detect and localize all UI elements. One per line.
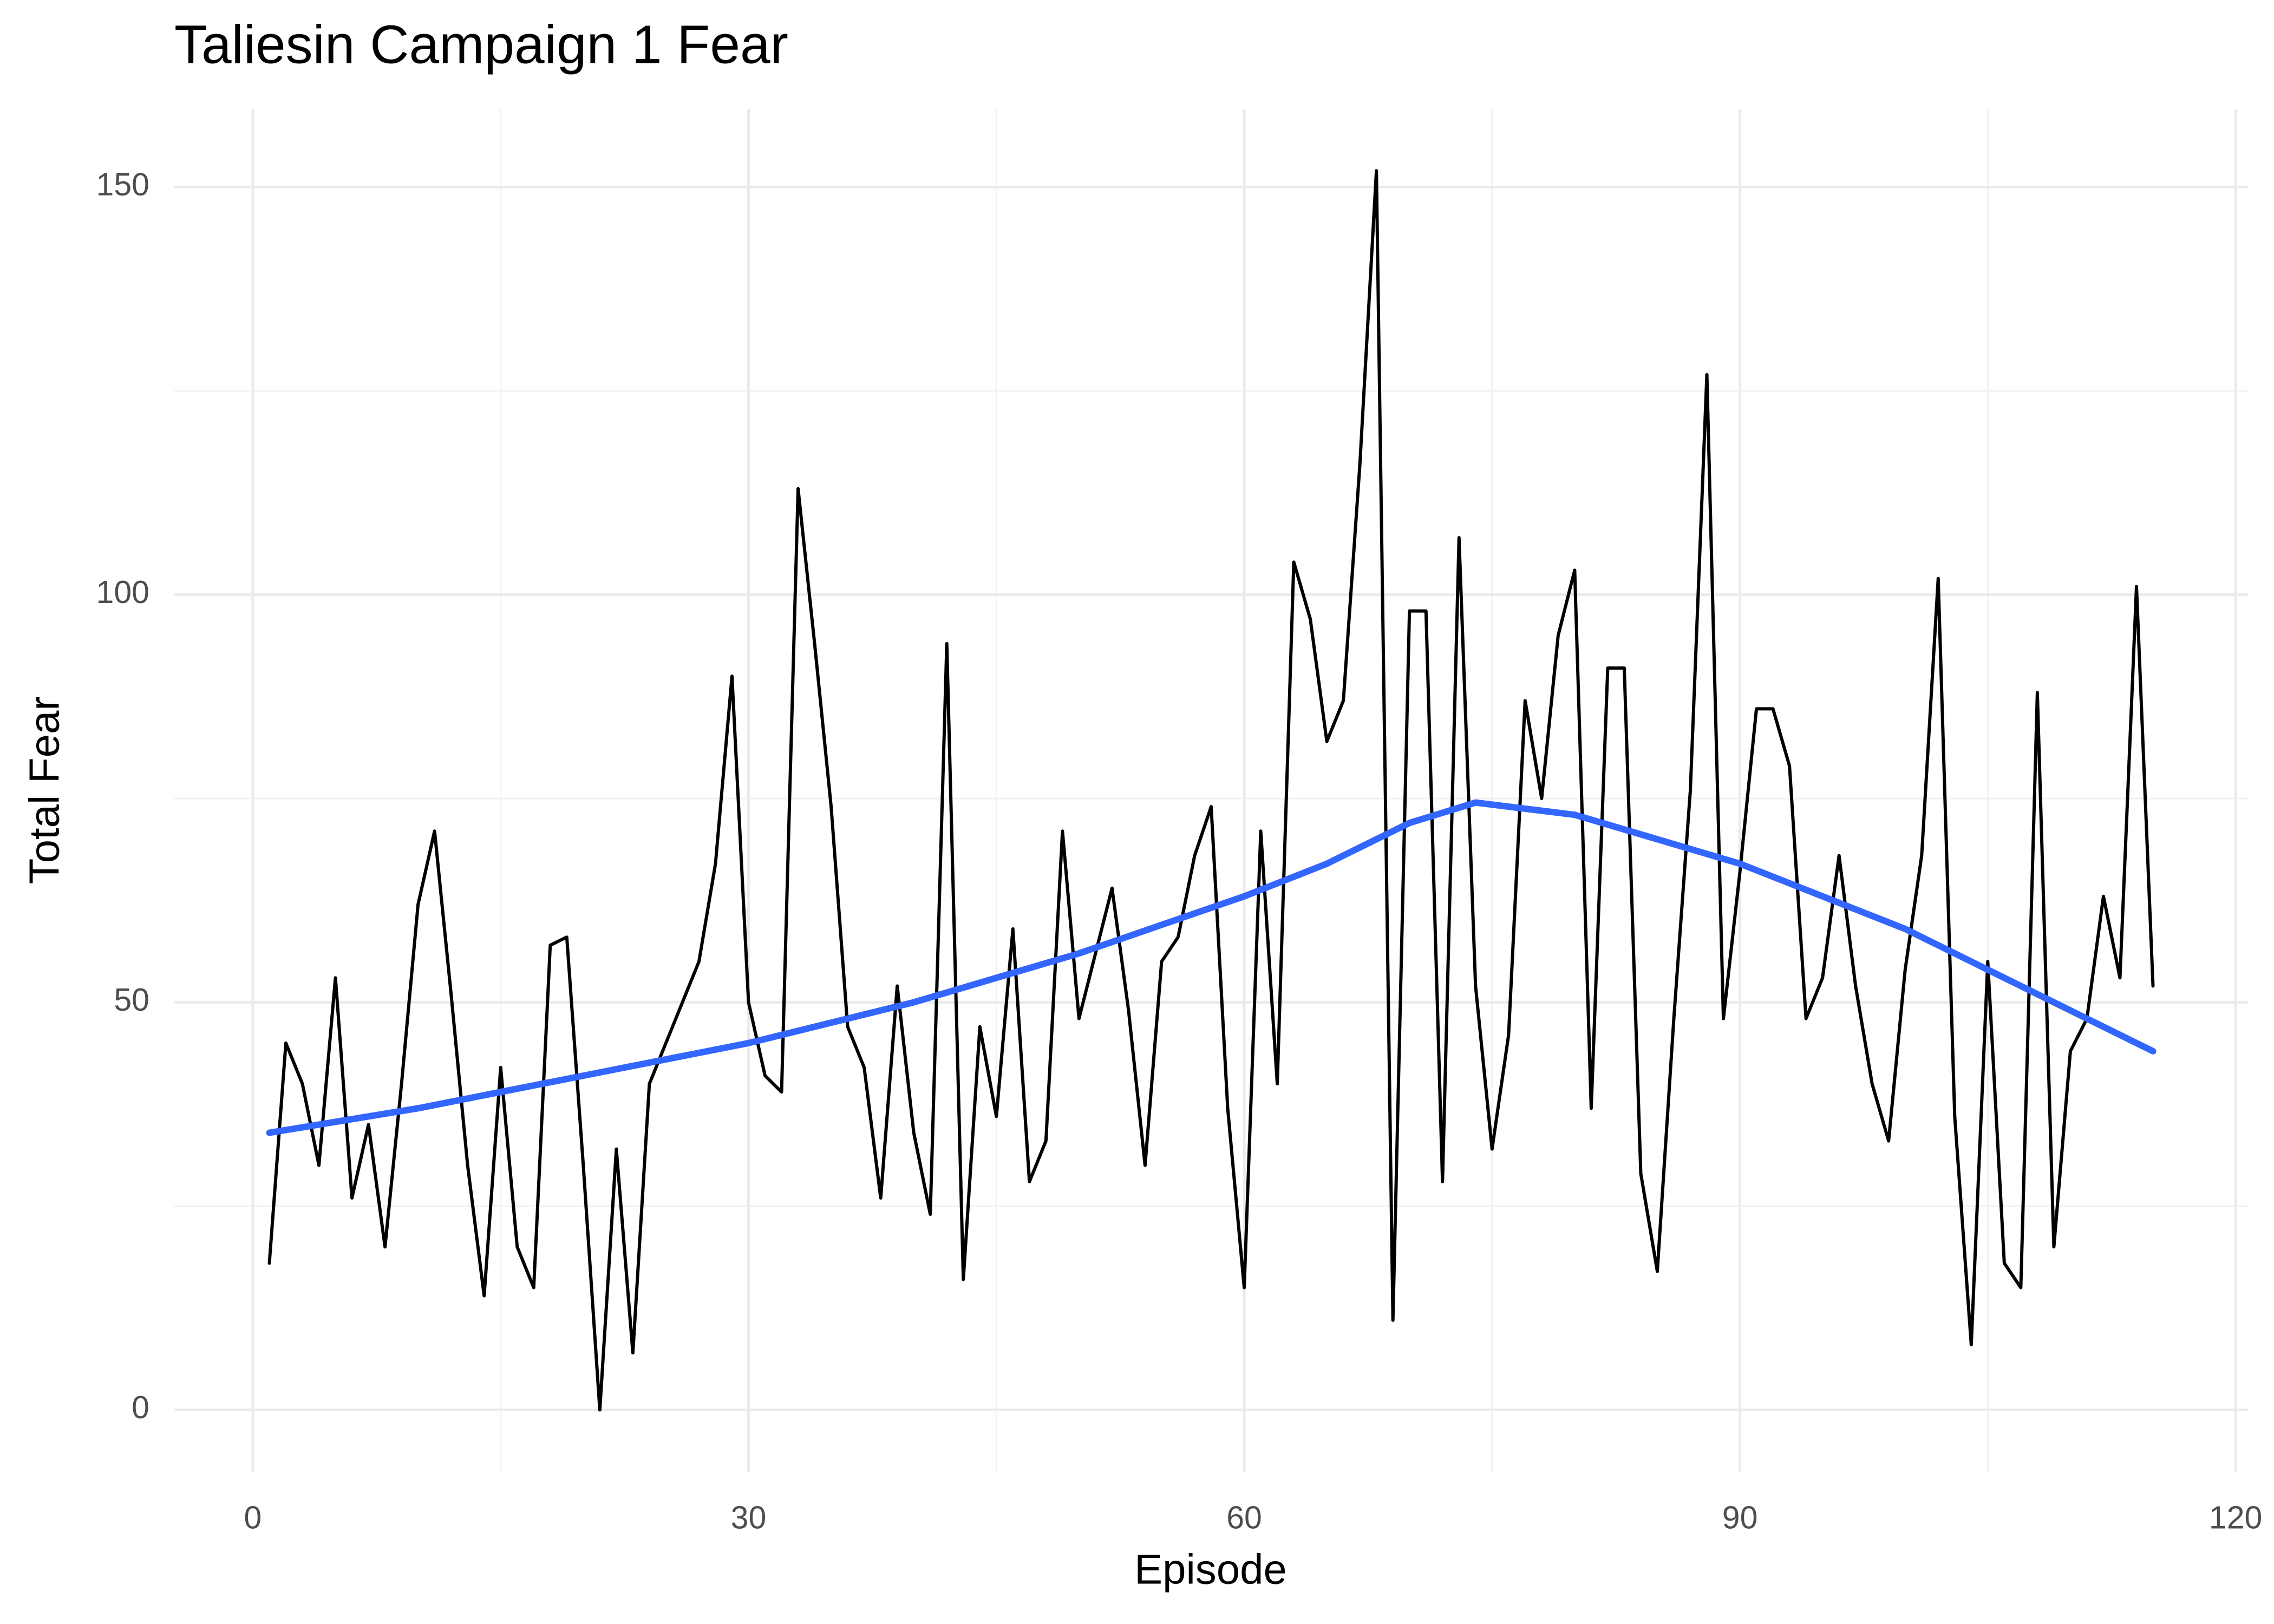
x-axis-title: Episode [1134,1546,1287,1593]
y-axis-title: Total Fear [21,697,68,885]
y-tick-label: 0 [132,1390,149,1425]
x-tick-label: 120 [2209,1500,2262,1536]
data-line [267,169,2155,1412]
y-tick-label: 100 [96,574,149,610]
x-tick-label: 90 [1722,1500,1758,1536]
x-tick-label: 30 [731,1500,767,1536]
x-tick-label: 60 [1226,1500,1262,1536]
smooth-line [266,799,2157,1136]
y-tick-label: 150 [96,167,149,202]
chart-title: Taliesin Campaign 1 Fear [174,14,788,75]
y-tick-label: 50 [114,982,149,1018]
x-tick-label: 0 [244,1500,262,1536]
